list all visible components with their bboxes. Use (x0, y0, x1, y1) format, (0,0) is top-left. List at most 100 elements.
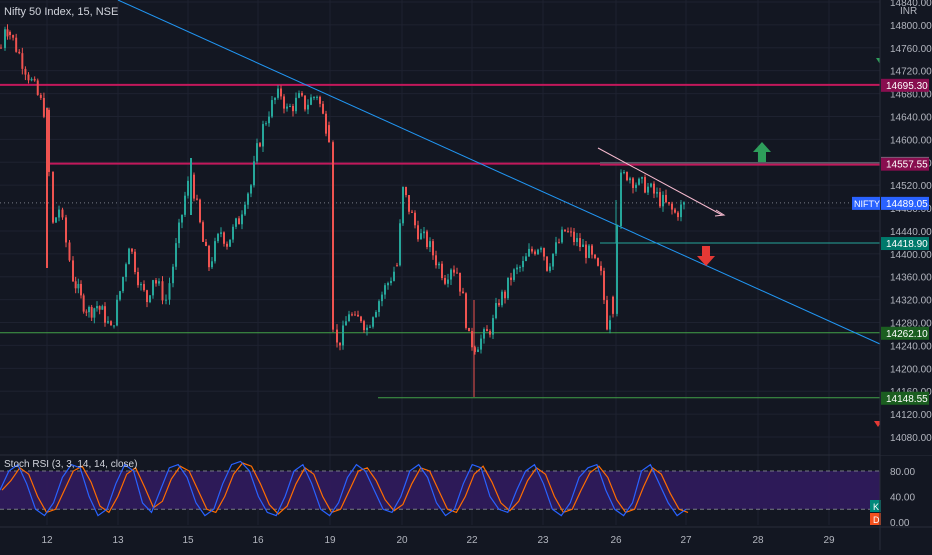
candle-body (537, 249, 539, 255)
candle-body (82, 295, 85, 312)
candle-body (119, 291, 121, 300)
candle-body (143, 284, 145, 291)
time-axis[interactable]: 12 13 15 16 19 20 22 23 26 27 28 29 (0, 526, 932, 546)
candle-body (292, 105, 294, 112)
stoch-d-line (1, 462, 689, 515)
candle-body (277, 88, 279, 98)
candle-body (96, 306, 98, 309)
time-tick-label: 13 (112, 535, 124, 546)
candle-body (128, 248, 130, 265)
candle-body (582, 244, 584, 248)
candle-body (441, 263, 443, 279)
price-tick-label: 14680.00 (890, 90, 932, 101)
candle-body (80, 283, 82, 296)
candle-body (175, 243, 177, 267)
candle-body (390, 280, 392, 284)
candle-body (549, 266, 551, 271)
candle-body (504, 291, 506, 299)
d-badge (870, 513, 881, 525)
candle-body (345, 321, 347, 326)
candle-body (93, 308, 96, 318)
candle-body (116, 299, 118, 326)
candle-body (220, 232, 222, 234)
resistance-trendline[interactable] (597, 147, 723, 216)
candle-body (15, 37, 18, 52)
currency-label: INR (900, 6, 917, 17)
candle-body (462, 291, 464, 294)
candle-body (363, 321, 365, 331)
symbol-badge[interactable] (852, 196, 880, 210)
candle-body (665, 194, 667, 203)
candle-body (155, 280, 157, 284)
candle-body (339, 342, 341, 346)
candle-body (274, 97, 276, 101)
down-arrow-icon[interactable] (697, 246, 715, 266)
candle-body (241, 214, 243, 225)
candle-body (259, 143, 261, 147)
candle-body (402, 186, 404, 224)
price-axis[interactable]: 14840.00 14800.00 14760.00 14720.00 14680.00… (852, 0, 932, 550)
candle-body (438, 263, 440, 266)
candle-body (172, 266, 174, 284)
candle-body (671, 203, 673, 210)
level-badge[interactable] (881, 78, 929, 92)
rsi-tick-label: 80.00 (890, 467, 915, 478)
up-arrow-icon[interactable] (753, 142, 771, 162)
time-tick-label: 12 (41, 535, 53, 546)
price-tick-label: 14760.00 (890, 44, 932, 55)
candle-body (325, 113, 327, 134)
price-axis-bg (880, 0, 932, 455)
candle-body (181, 214, 183, 223)
candle-body (262, 124, 264, 147)
candle-body (384, 285, 386, 295)
candle-body (33, 78, 36, 81)
level-badge-label: 14262.10 (886, 329, 928, 340)
candle-body (101, 306, 104, 310)
candle-body (113, 325, 115, 327)
candle-body (205, 241, 207, 246)
candle-body (435, 255, 437, 266)
candle-body (501, 291, 503, 306)
price-tick-label: 14360.00 (890, 273, 932, 284)
candle-body (674, 209, 676, 213)
candle-body (677, 212, 679, 218)
level-badge[interactable] (881, 196, 929, 210)
trendlines[interactable] (117, 0, 881, 345)
time-tick-label: 23 (537, 535, 549, 546)
candle-body (480, 338, 482, 350)
candle-body (638, 178, 640, 185)
level-badge[interactable] (881, 391, 929, 405)
candle-body (522, 260, 524, 268)
candle-body (372, 317, 374, 327)
descending-trendline[interactable] (117, 0, 881, 345)
candle-body (519, 267, 521, 269)
candle-body (573, 231, 575, 243)
candle-body (507, 277, 509, 299)
candle-body (606, 300, 608, 330)
candle-body (158, 281, 160, 284)
candle-body (149, 295, 151, 303)
candle-body (516, 267, 518, 270)
price-tick-label: 14240.00 (890, 341, 932, 352)
indicator-title: Stoch RSI (3, 3, 14, 14, close) (4, 459, 137, 470)
k-badge-label: K (873, 502, 879, 512)
candle-body (12, 35, 15, 38)
level-badge[interactable] (881, 326, 929, 340)
level-badge-label: 14148.55 (886, 394, 928, 405)
candle-body (426, 231, 428, 248)
level-badge[interactable] (881, 237, 929, 251)
level-badge[interactable] (881, 157, 929, 171)
candle-body (543, 248, 545, 257)
candle-body (328, 125, 330, 143)
candle-body (450, 269, 452, 280)
candle-body (540, 248, 542, 250)
candle-body (531, 248, 533, 252)
horizontal-levels[interactable] (0, 83, 880, 399)
candle-body (635, 184, 637, 188)
candle-body (387, 283, 389, 286)
candle-body (567, 231, 569, 233)
price-tick-label: 14440.00 (890, 227, 932, 238)
candle-body (486, 329, 488, 332)
